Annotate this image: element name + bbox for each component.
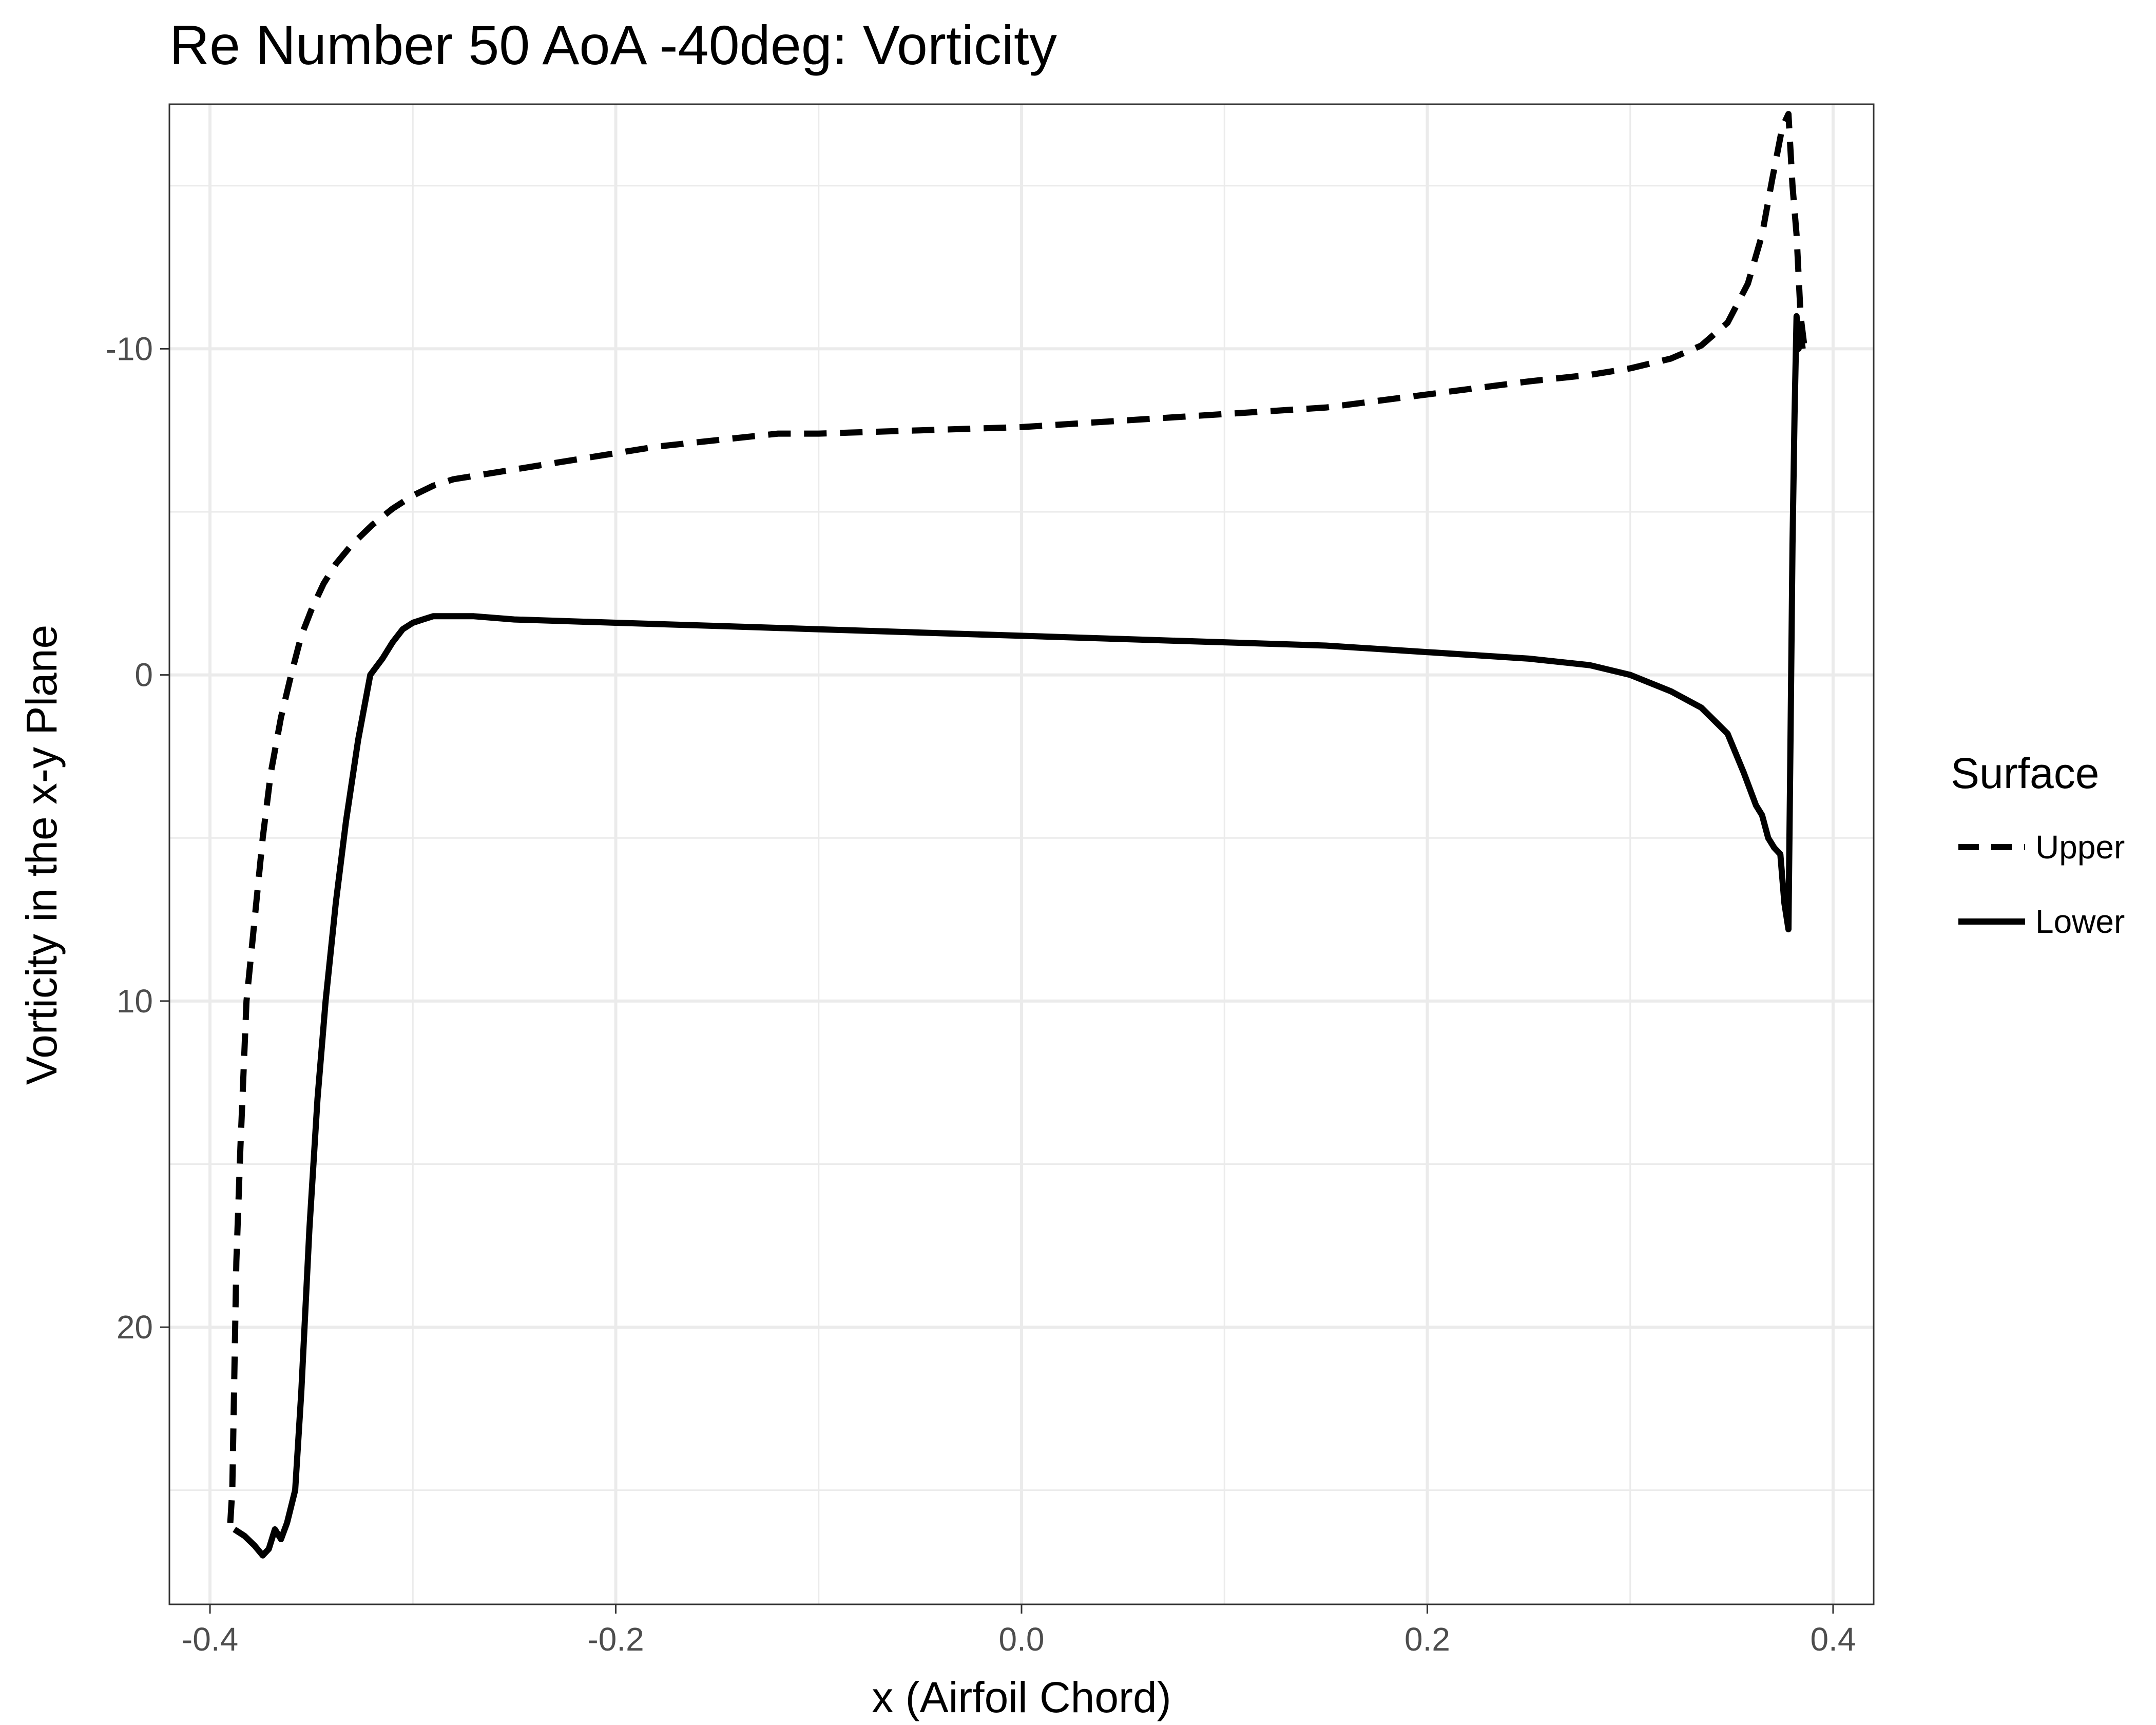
legend-title: Surface: [1951, 749, 2100, 797]
series-lines: [227, 111, 1808, 1559]
legend-label-lower: Lower: [2035, 903, 2125, 940]
legend: Surface Upper Lower: [1951, 749, 2125, 940]
y-tick-label: -10: [106, 330, 153, 367]
x-tick-label: 0.4: [1810, 1621, 1856, 1658]
y-axis: -10 0 10 20: [106, 330, 169, 1346]
series-line-upper: [227, 111, 1808, 1523]
x-axis-title: x (Airfoil Chord): [872, 1673, 1171, 1721]
series-line-lower: [233, 313, 1806, 1559]
chart-title: Re Number 50 AoA -40deg: Vorticity: [169, 14, 1057, 76]
legend-label-upper: Upper: [2035, 829, 2125, 866]
x-tick-label: -0.4: [182, 1621, 238, 1658]
x-axis: -0.4 -0.2 0.0 0.2 0.4: [182, 1604, 1856, 1658]
y-axis-title: Vorticity in the x-y Plane: [17, 625, 66, 1085]
x-tick-label: 0.0: [999, 1621, 1045, 1658]
y-tick-label: 10: [117, 983, 153, 1020]
x-tick-label: -0.2: [587, 1621, 644, 1658]
x-tick-label: 0.2: [1404, 1621, 1450, 1658]
y-tick-label: 0: [134, 657, 153, 694]
y-tick-label: 20: [117, 1309, 153, 1346]
gridlines: [169, 104, 1874, 1604]
